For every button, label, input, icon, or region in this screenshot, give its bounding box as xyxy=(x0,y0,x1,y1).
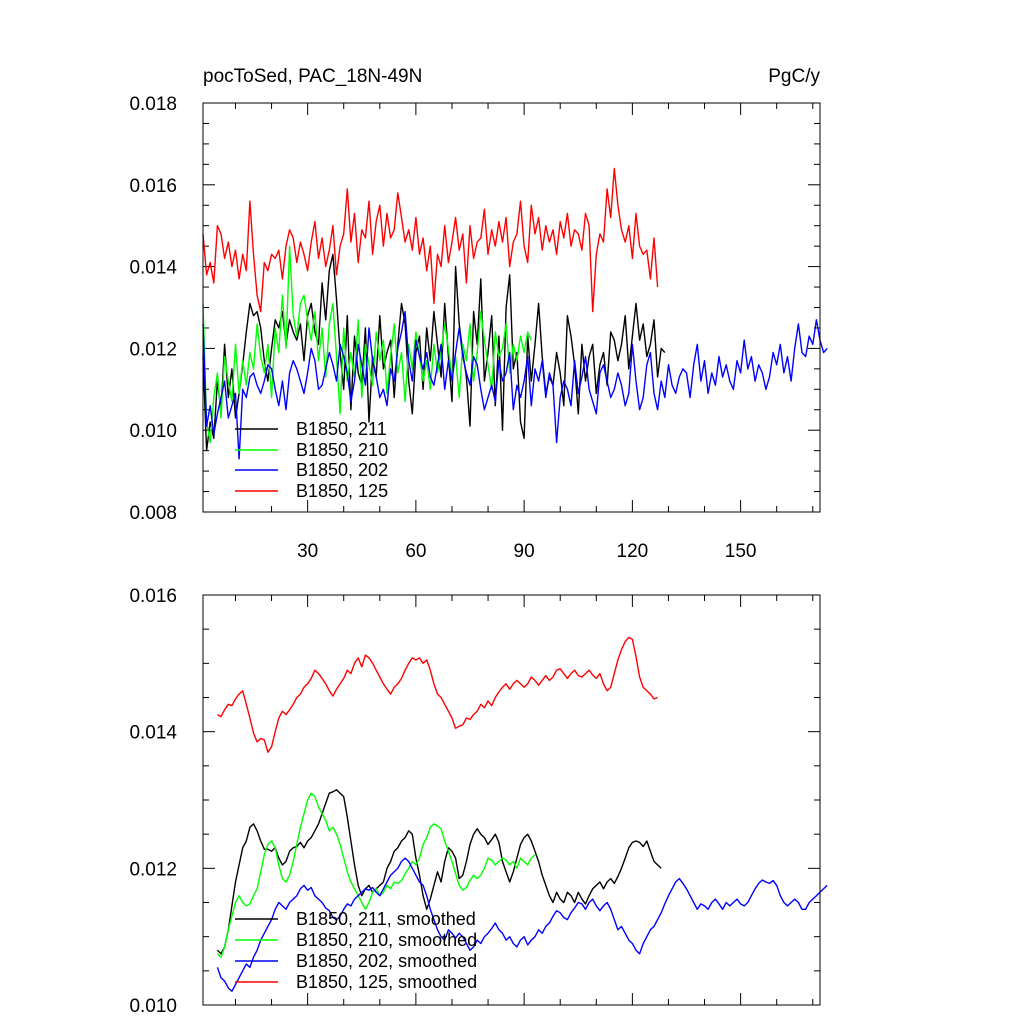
y-tick-label: 0.016 xyxy=(129,586,177,607)
figure: pocToSed, PAC_18N-49N PgC/y 0.008 0.010 0.… xyxy=(0,0,1024,1024)
y-tick-label: 0.014 xyxy=(129,258,177,279)
legend-label-210-smoothed: B1850, 210, smoothed xyxy=(296,930,477,950)
legend-label-210: B1850, 210 xyxy=(296,440,388,460)
legend-label-125-smoothed: B1850, 125, smoothed xyxy=(296,972,477,992)
legend-label-202-smoothed: B1850, 202, smoothed xyxy=(296,951,477,971)
y-tick-label: 0.018 xyxy=(129,94,177,115)
x-tick-label: 60 xyxy=(405,541,426,562)
x-tick-label: 120 xyxy=(617,541,649,562)
x-tick-label: 150 xyxy=(725,541,757,562)
top-chart-title: pocToSed, PAC_18N-49N xyxy=(203,66,422,87)
y-tick-label: 0.010 xyxy=(129,421,177,442)
y-tick-label: 0.008 xyxy=(129,503,177,524)
legend-label-202: B1850, 202 xyxy=(296,460,388,480)
legend-label-211-smoothed: B1850, 211, smoothed xyxy=(296,909,476,929)
y-tick-label: 0.012 xyxy=(129,339,177,360)
y-tick-label: 0.012 xyxy=(129,859,177,880)
top-chart-units: PgC/y xyxy=(768,66,820,87)
x-tick-label: 90 xyxy=(514,541,535,562)
y-tick-label: 0.014 xyxy=(129,723,177,744)
legend-label-125: B1850, 125 xyxy=(296,481,388,501)
y-tick-label: 0.010 xyxy=(129,996,177,1017)
legend-label-211: B1850, 211 xyxy=(296,419,387,439)
y-tick-label: 0.016 xyxy=(129,176,177,197)
x-tick-label: 30 xyxy=(297,541,318,562)
